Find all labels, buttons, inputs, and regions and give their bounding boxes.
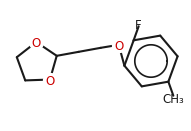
Text: O: O xyxy=(114,40,123,53)
Text: CH₃: CH₃ xyxy=(163,93,184,106)
Text: O: O xyxy=(45,75,55,88)
Text: F: F xyxy=(135,19,142,32)
Text: O: O xyxy=(32,37,41,50)
